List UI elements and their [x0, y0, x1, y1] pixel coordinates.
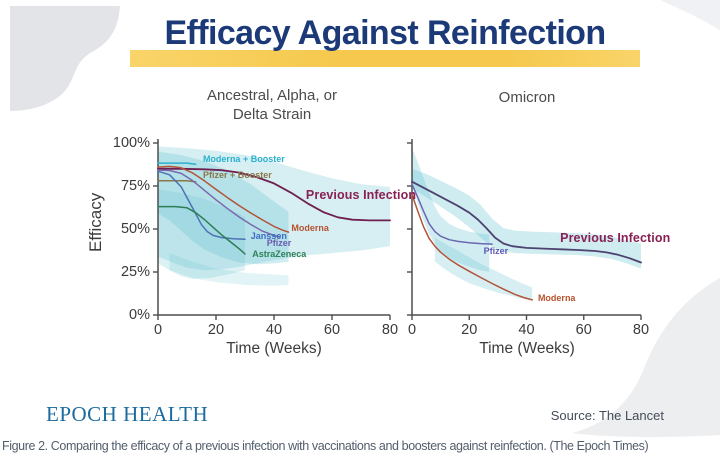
ancestral-x-tick-label: 40 — [265, 322, 283, 338]
ancestral-astrazeneca-line — [157, 205, 246, 255]
ancestral-pfizer-booster-label: Pfizer + Booster — [202, 169, 272, 180]
left-chart-title: Ancestral, Alpha, or Delta Strain — [172, 86, 372, 124]
ancestral-moderna-booster-label: Moderna + Booster — [202, 153, 285, 164]
omicron-x-tick-label: 40 — [518, 322, 535, 338]
right-chart-title: Omicron — [427, 88, 627, 107]
ancestral-astrazeneca-label: AstraZeneca — [252, 248, 307, 259]
ancestral-moderna-label: Moderna — [291, 222, 329, 233]
omicron-x-tick-label: 80 — [632, 322, 650, 338]
ancestral-y-tick-label: 75% — [120, 178, 150, 194]
ancestral-pfizer-label: Pfizer — [266, 237, 292, 248]
figure-caption: Figure 2. Comparing the efficacy of a pr… — [2, 439, 649, 453]
ancestral-y-tick-label: 50% — [120, 221, 150, 237]
ancestral-y-tick-label: 100% — [112, 135, 150, 151]
omicron-moderna-line — [411, 193, 533, 301]
top-left-swoosh — [10, 6, 120, 111]
left-chart-title-line1: Ancestral, Alpha, or — [206, 87, 338, 104]
omicron-confidence-band-3 — [434, 237, 533, 301]
ancestral-x-tick-label: 20 — [207, 322, 225, 338]
right-chart-title-line1: Omicron — [498, 89, 556, 106]
page-title: Efficacy Against Reinfection — [164, 14, 606, 52]
top-right-corner-shape — [660, 0, 720, 30]
epoch-health-logo: EPOCH HEALTH — [46, 402, 209, 426]
ancestral-previous-infection-line — [157, 167, 391, 222]
ancestral-x-tick-label: 0 — [153, 322, 163, 338]
omicron-x-tick-label: 0 — [407, 322, 417, 338]
ancestral-confidence-band-1 — [158, 146, 390, 271]
ancestral-moderna-line — [157, 165, 290, 233]
ancestral-confidence-band-3 — [158, 189, 245, 279]
omicron-confidence-band-2 — [412, 148, 490, 272]
ancestral-janssen-line — [157, 170, 246, 241]
ancestral-previous-infection-label: Previous Infection — [305, 188, 417, 203]
ancestral-y-tick-label: 25% — [120, 264, 150, 280]
omicron-previous-infection-label: Previous Infection — [560, 231, 671, 246]
bottom-right-swoosh — [572, 278, 720, 438]
ancestral-pfizer-line — [157, 169, 281, 238]
right-x-axis-title: Time (Weeks) — [479, 340, 575, 357]
source-credit: Source: The Lancet — [550, 408, 664, 423]
omicron-pfizer-label: Pfizer — [483, 245, 509, 256]
ancestral-y-tick-label: 0% — [129, 307, 150, 323]
left-x-axis-title: Time (Weeks) — [226, 340, 322, 357]
ancestral-confidence-band-4 — [169, 253, 289, 286]
ancestral-x-tick-label: 80 — [381, 322, 399, 338]
omicron-x-tick-label: 20 — [461, 322, 478, 338]
omicron-previous-infection-line — [411, 180, 642, 264]
ancestral-janssen-label: Janssen — [250, 230, 287, 241]
ancestral-x-tick-label: 60 — [323, 322, 341, 338]
ancestral-moderna-booster-line — [157, 162, 197, 166]
title-highlight-bar — [130, 50, 640, 67]
omicron-confidence-band-1 — [412, 168, 641, 269]
omicron-x-tick-label: 60 — [575, 322, 592, 338]
omicron-pfizer-line — [411, 183, 493, 245]
left-chart-title-line2: Delta Strain — [232, 106, 312, 123]
omicron-moderna-label: Moderna — [537, 293, 576, 304]
